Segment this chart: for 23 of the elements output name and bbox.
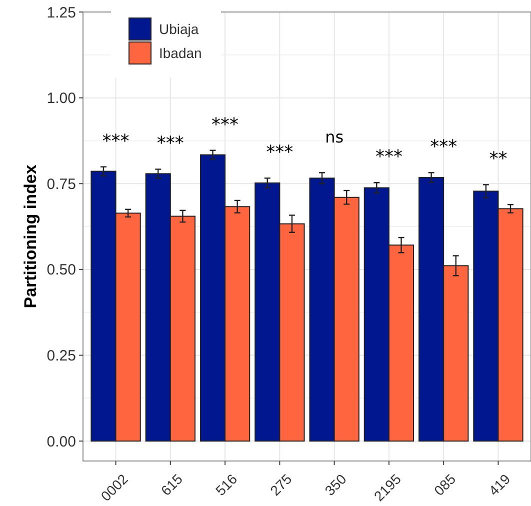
y-tick-label: 0.75 [46,176,76,193]
x-tick-label: 275 [266,470,295,499]
y-tick-label: 1.00 [46,90,76,108]
annotation: *** [212,114,239,136]
annotation: ns [325,128,344,147]
x-tick-label: 350 [322,470,350,499]
annotation: *** [375,146,402,168]
annotation: *** [430,136,458,158]
x-tick-label: 085 [430,470,459,499]
y-tick-label: 0.00 [46,433,76,450]
x-tick-label: 516 [212,470,240,499]
annotation: *** [102,130,130,152]
x-tick-label: 419 [485,470,514,499]
legend-label: Ibadan [159,44,202,61]
x-tick-label: 615 [158,470,186,499]
annotation: *** [266,142,294,164]
y-axis-title: Partitioning index [21,164,40,308]
y-tick-label: 1.25 [46,4,76,22]
annotation: *** [156,133,184,154]
legend-label: Ubiaja [159,20,199,37]
annotation: ** [489,148,508,170]
y-tick-label: 0.25 [46,348,76,365]
y-tick-label: 0.50 [46,262,76,279]
